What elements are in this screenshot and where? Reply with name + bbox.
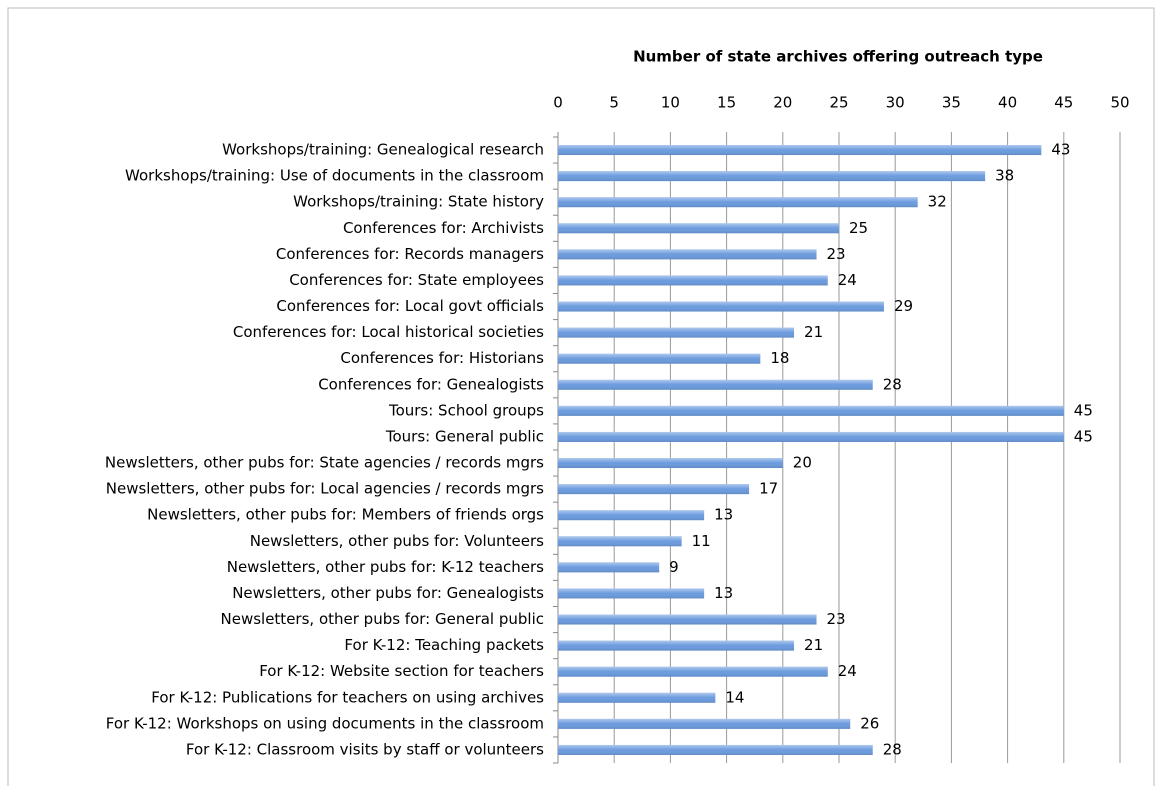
value-label: 26 [860, 714, 879, 732]
value-label: 32 [928, 193, 947, 211]
value-label: 9 [669, 558, 679, 576]
y-tick-label: Workshops/training: Use of documents in … [125, 167, 544, 185]
bar-shine [558, 379, 873, 390]
x-tick-label: 45 [1054, 94, 1073, 112]
bar-shine [558, 744, 873, 755]
y-tick-label: For K-12: Teaching packets [344, 636, 544, 654]
value-label: 13 [714, 584, 733, 602]
y-tick-label: For K-12: Publications for teachers on u… [151, 688, 544, 706]
bar-shine [558, 588, 705, 599]
y-tick-label: Newsletters, other pubs for: State agenc… [105, 454, 544, 472]
x-tick-label: 50 [1110, 94, 1129, 112]
value-label: 28 [883, 375, 902, 393]
y-tick-label: Conferences for: Local govt officials [276, 297, 544, 315]
bar-shine [558, 614, 817, 625]
bar-shine [558, 692, 716, 703]
value-label: 25 [849, 219, 868, 237]
y-tick-label: For K-12: Workshops on using documents i… [106, 714, 544, 732]
x-tick-label: 0 [553, 94, 563, 112]
x-tick-label: 20 [773, 94, 792, 112]
value-label: 18 [770, 349, 789, 367]
y-tick-label: Conferences for: Local historical societ… [233, 323, 544, 341]
x-tick-label: 35 [942, 94, 961, 112]
bar-shine [558, 510, 705, 521]
value-label: 23 [827, 245, 846, 263]
bar-shine [558, 666, 828, 677]
value-label: 17 [759, 480, 778, 498]
y-tick-label: Newsletters, other pubs for: K-12 teache… [227, 558, 544, 576]
bar-shine [558, 405, 1064, 416]
y-tick-label: Newsletters, other pubs for: Volunteers [250, 532, 544, 550]
y-tick-label: Conferences for: Historians [340, 349, 544, 367]
bar-shine [558, 301, 884, 312]
value-label: 43 [1051, 141, 1070, 159]
value-label: 45 [1074, 427, 1093, 445]
y-tick-label: Conferences for: Records managers [276, 245, 544, 263]
value-label: 21 [804, 323, 823, 341]
y-tick-label: Tours: General public [385, 427, 544, 445]
chart-title: Number of state archives offering outrea… [633, 48, 1043, 66]
bar-shine [558, 458, 783, 469]
value-label: 24 [838, 662, 857, 680]
bar-shine [558, 562, 660, 573]
value-label: 23 [827, 610, 846, 628]
value-label: 20 [793, 454, 812, 472]
y-tick-label: Newsletters, other pubs for: Local agenc… [106, 480, 544, 498]
value-label: 45 [1074, 401, 1093, 419]
y-tick-label: For K-12: Website section for teachers [259, 662, 544, 680]
value-label: 14 [725, 688, 744, 706]
value-label: 24 [838, 271, 857, 289]
y-tick-label: Tours: School groups [388, 401, 544, 419]
value-label: 38 [995, 167, 1014, 185]
y-tick-label: Newsletters, other pubs for: Members of … [147, 506, 544, 524]
x-tick-label: 10 [661, 94, 680, 112]
y-tick-label: Conferences for: State employees [289, 271, 544, 289]
y-tick-label: Newsletters, other pubs for: Genealogist… [232, 584, 544, 602]
y-tick-label: Newsletters, other pubs for: General pub… [221, 610, 545, 628]
bar-shine [558, 484, 750, 495]
y-tick-label: For K-12: Classroom visits by staff or v… [186, 740, 544, 758]
value-label: 11 [692, 532, 711, 550]
y-tick-label: Workshops/training: Genealogical researc… [222, 141, 544, 159]
value-label: 13 [714, 506, 733, 524]
bar-shine [558, 431, 1064, 442]
bar-shine [558, 197, 918, 208]
y-tick-label: Workshops/training: State history [293, 193, 544, 211]
bar-shine [558, 640, 795, 651]
chart-frame [7, 7, 1155, 786]
y-tick-label: Conferences for: Archivists [343, 219, 544, 237]
bar-shine [558, 718, 851, 729]
x-tick-label: 40 [998, 94, 1017, 112]
x-tick-label: 5 [609, 94, 619, 112]
bar-shine [558, 145, 1042, 156]
bar-shine [558, 249, 817, 260]
y-tick-label: Conferences for: Genealogists [318, 375, 544, 393]
bar-shine [558, 223, 839, 234]
bar-shine [558, 275, 828, 286]
value-label: 29 [894, 297, 913, 315]
bar-shine [558, 171, 986, 182]
value-label: 28 [883, 740, 902, 758]
value-label: 21 [804, 636, 823, 654]
x-tick-label: 15 [717, 94, 736, 112]
bar-shine [558, 327, 795, 338]
bar-shine [558, 536, 682, 547]
x-tick-label: 30 [886, 94, 905, 112]
bar-shine [558, 353, 761, 364]
x-tick-label: 25 [829, 94, 848, 112]
